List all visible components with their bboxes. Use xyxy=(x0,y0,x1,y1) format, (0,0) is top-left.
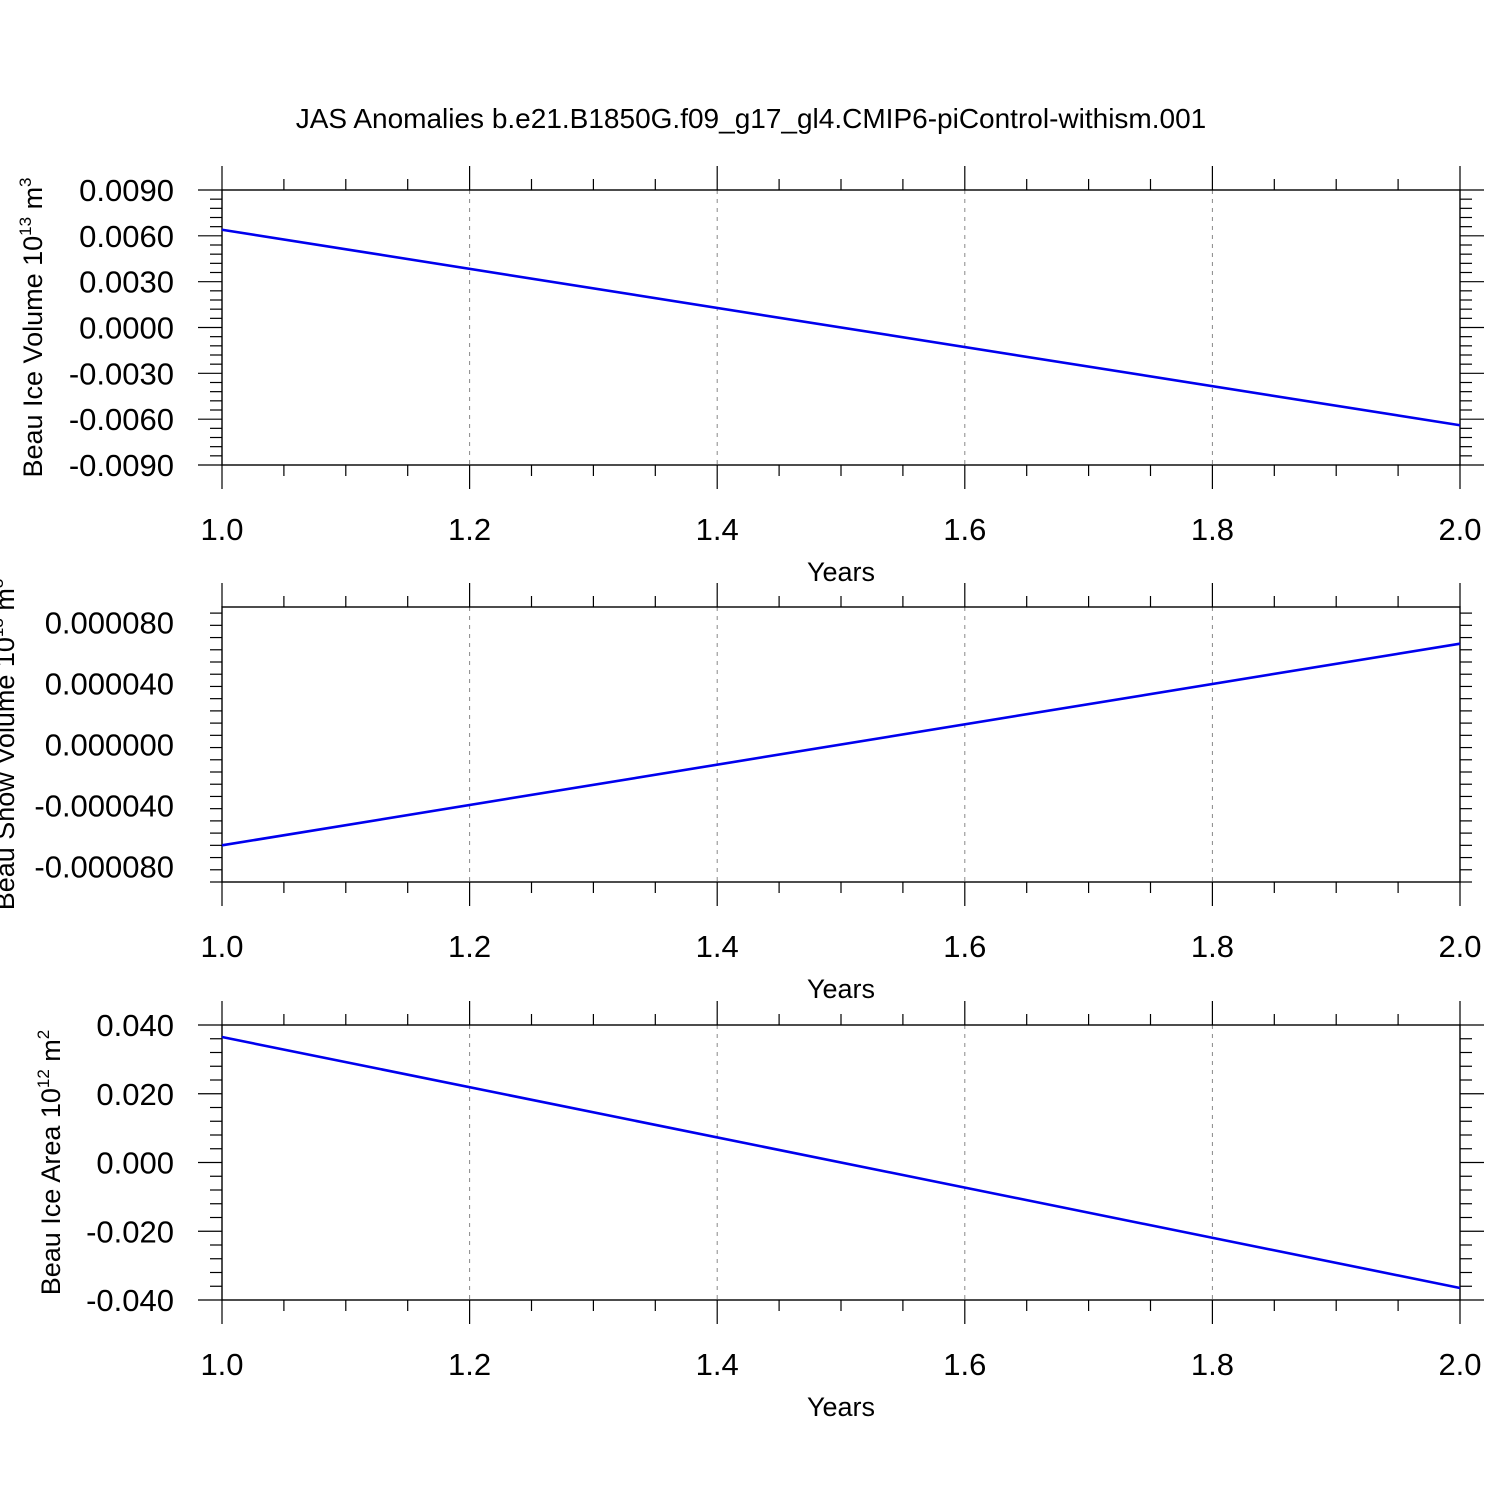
y-tick-label: -0.040 xyxy=(86,1283,174,1318)
x-tick-label: 2.0 xyxy=(1438,512,1481,547)
x-tick-label: 1.2 xyxy=(448,512,491,547)
y-tick-label: -0.000040 xyxy=(34,789,174,824)
y-tick-label: -0.0030 xyxy=(69,356,174,391)
y-axis-label: Beau Ice Area 1012 m2 xyxy=(34,1030,66,1296)
chart-title: JAS Anomalies b.e21.B1850G.f09_g17_gl4.C… xyxy=(296,103,1207,134)
x-tick-label: 1.8 xyxy=(1191,512,1234,547)
y-tick-label: -0.0090 xyxy=(69,448,174,483)
series-line xyxy=(221,1035,1461,1290)
panel-1: 1.0 1.2 1.4 1.6 1.8 2.0 0.0090 0.0060 0.0030 0.00… xyxy=(16,166,1484,587)
y-axis-label: Beau Snow Volume 1013 m3 xyxy=(0,579,20,911)
y-tick-label: 0.0090 xyxy=(79,173,174,208)
x-axis-label: Years xyxy=(807,1392,875,1422)
series-line xyxy=(221,642,1461,847)
x-axis-label: Years xyxy=(807,557,875,587)
x-tick-label: 1.0 xyxy=(200,1347,243,1382)
x-tick-label: 2.0 xyxy=(1438,1347,1481,1382)
x-tick-label: 1.8 xyxy=(1191,929,1234,964)
y-tick-label: 0.040 xyxy=(96,1008,174,1043)
x-tick-label: 1.6 xyxy=(943,1347,986,1382)
y-tick-label: 0.0000 xyxy=(79,311,174,346)
y-tick-label: -0.0060 xyxy=(69,402,174,437)
x-tick-label: 1.0 xyxy=(200,929,243,964)
y-tick-label: 0.0030 xyxy=(79,265,174,300)
x-tick-label: 1.4 xyxy=(696,929,739,964)
y-tick-label: 0.000080 xyxy=(45,605,174,640)
y-tick-label: 0.0060 xyxy=(79,219,174,254)
x-axis-label: Years xyxy=(807,974,875,1004)
y-tick-label: 0.000 xyxy=(96,1146,174,1181)
y-tick-label: 0.000040 xyxy=(45,666,174,701)
x-tick-label: 2.0 xyxy=(1438,929,1481,964)
y-tick-label: 0.020 xyxy=(96,1077,174,1112)
series-line xyxy=(221,228,1461,427)
y-tick-label: -0.020 xyxy=(86,1214,174,1249)
x-tick-label: 1.4 xyxy=(696,1347,739,1382)
x-tick-label: 1.6 xyxy=(943,512,986,547)
x-tick-label: 1.8 xyxy=(1191,1347,1234,1382)
y-tick-label: 0.000000 xyxy=(45,728,174,763)
y-tick-label: -0.000080 xyxy=(34,850,174,885)
x-tick-label: 1.2 xyxy=(448,1347,491,1382)
x-tick-label: 1.0 xyxy=(200,512,243,547)
x-tick-label: 1.4 xyxy=(696,512,739,547)
panel-3: 1.0 1.2 1.4 1.6 1.8 2.0 0.040 0.020 0.000 -0.020 -… xyxy=(34,1001,1484,1422)
panel-2: 1.0 1.2 1.4 1.6 1.8 2.0 0.000080 0.000040 0.0000… xyxy=(0,579,1482,1004)
x-tick-label: 1.2 xyxy=(448,929,491,964)
y-axis-label: Beau Ice Volume 1013 m3 xyxy=(16,177,48,477)
x-tick-label: 1.6 xyxy=(943,929,986,964)
